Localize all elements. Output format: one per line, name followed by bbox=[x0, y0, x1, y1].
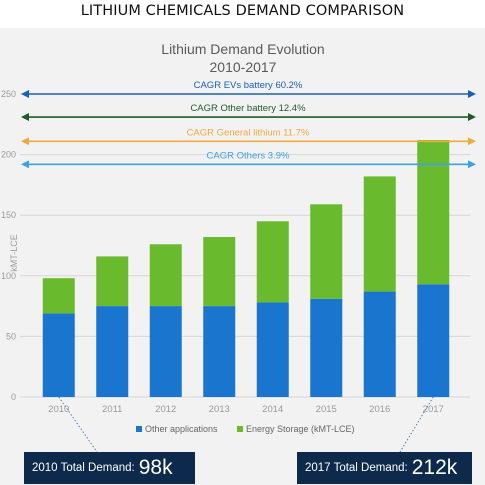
chart-panel bbox=[0, 28, 485, 485]
x-tick-label: 2011 bbox=[102, 404, 122, 415]
bar-segment bbox=[203, 237, 236, 307]
y-tick-label: 150 bbox=[1, 210, 16, 220]
bar-segment bbox=[96, 306, 129, 397]
bar-segment bbox=[310, 204, 343, 299]
callout-2010-value: 98k bbox=[138, 456, 173, 479]
y-tick-label: 200 bbox=[1, 150, 16, 160]
x-tick-label: 2016 bbox=[369, 404, 390, 415]
x-tick-label: 2013 bbox=[209, 404, 230, 415]
bar-segment bbox=[149, 244, 182, 307]
y-tick-label: 50 bbox=[6, 331, 16, 341]
legend-swatch bbox=[237, 426, 243, 432]
callout-2017-value: 212k bbox=[411, 456, 458, 479]
x-tick-label: 2010 bbox=[48, 404, 69, 415]
bar-segment bbox=[203, 306, 236, 397]
callout-2017-total: 2017 Total Demand: 212k bbox=[297, 452, 472, 484]
connector-line bbox=[399, 396, 434, 453]
bar-segment bbox=[417, 140, 450, 285]
callout-2017-label: 2017 Total Demand: bbox=[305, 462, 408, 474]
x-tick-label: 2014 bbox=[262, 404, 283, 415]
x-tick-label: 2017 bbox=[423, 404, 444, 415]
x-tick-label: 2012 bbox=[155, 404, 176, 415]
bar-segment bbox=[417, 284, 450, 397]
bar-segment bbox=[363, 176, 396, 292]
x-tick-label: 2015 bbox=[316, 404, 337, 415]
chart-title-line-2: 2010-2017 bbox=[210, 59, 277, 75]
callout-2010-total: 2010 Total Demand: 98k bbox=[24, 452, 195, 484]
connector-line bbox=[58, 396, 98, 453]
y-tick-label: 0 bbox=[11, 392, 16, 402]
bar-segment bbox=[42, 313, 75, 397]
bar-segment bbox=[363, 291, 396, 397]
cagr-label: CAGR Others 3.9% bbox=[207, 150, 290, 161]
bar-segment bbox=[310, 298, 343, 397]
y-axis-label: kMT-LCE bbox=[9, 234, 19, 272]
bar-segment bbox=[256, 221, 289, 303]
bar-segment bbox=[149, 306, 182, 397]
bar-segment bbox=[96, 256, 129, 307]
y-tick-label: 100 bbox=[1, 271, 16, 281]
bar-segment bbox=[42, 278, 75, 314]
legend-label: Energy Storage (kMT-LCE) bbox=[246, 424, 355, 434]
cagr-label: CAGR Other battery 12.4% bbox=[190, 103, 306, 114]
legend-swatch bbox=[136, 426, 142, 432]
chart-title-line-1: Lithium Demand Evolution bbox=[161, 41, 324, 57]
cagr-label: CAGR EVs battery 60.2% bbox=[194, 80, 303, 91]
page-title: LITHIUM CHEMICALS DEMAND COMPARISON bbox=[80, 3, 405, 19]
y-tick-label: 250 bbox=[1, 89, 16, 99]
legend-label: Other applications bbox=[145, 424, 218, 434]
bar-segment bbox=[256, 302, 289, 397]
cagr-label: CAGR General lithium 11.7% bbox=[187, 127, 310, 138]
callout-2010-label: 2010 Total Demand: bbox=[32, 462, 135, 474]
